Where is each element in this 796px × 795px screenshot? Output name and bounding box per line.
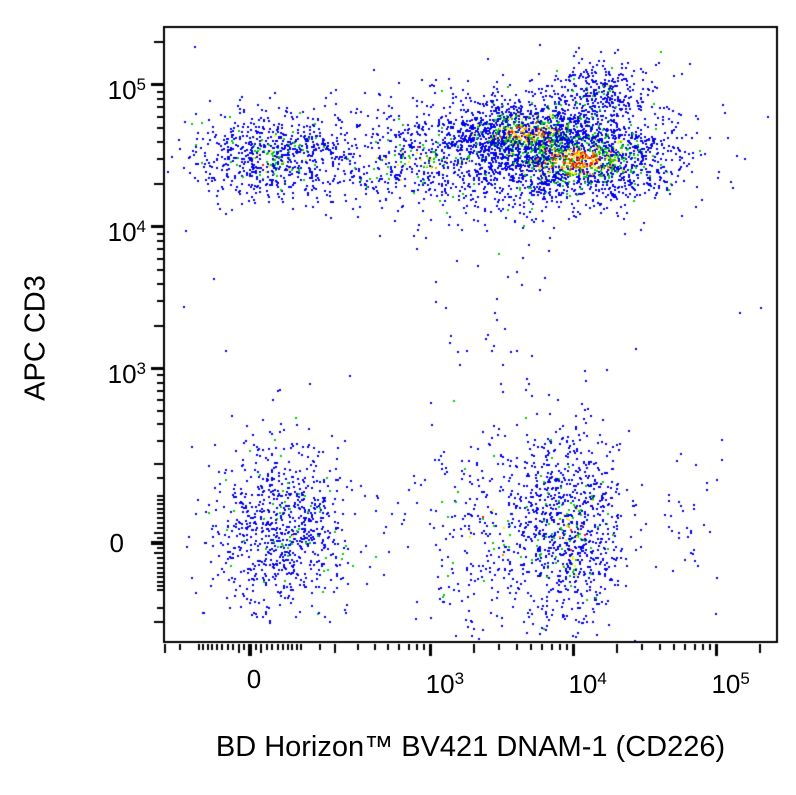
x-tick-label-0: 0: [246, 664, 262, 694]
x-axis-label: BD Horizon™ BV421 DNAM-1 (CD226): [215, 731, 726, 763]
y-tick-label-0: 0: [109, 528, 124, 558]
x-tick-label-1e3: 103: [425, 669, 465, 699]
y-tick-label-1e4: 104: [107, 217, 146, 248]
y-tick-label-1e3: 103: [107, 358, 146, 389]
x-tick-label-1e4: 104: [568, 669, 607, 699]
y-tick-label-1e5: 105: [107, 75, 146, 106]
x-tick-label-1e5: 105: [711, 669, 750, 699]
